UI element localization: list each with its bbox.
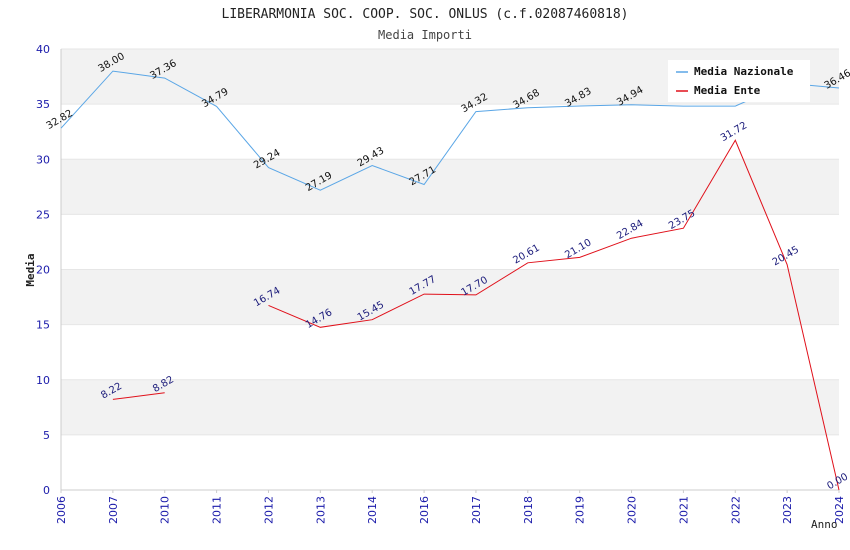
data-label-ente: 0.00 [825, 472, 850, 493]
grid-band [61, 159, 839, 215]
x-tick-label: 2017 [470, 496, 483, 524]
y-tick-label: 40 [36, 43, 50, 56]
y-tick-label: 20 [36, 264, 50, 277]
legend: Media Nazionale Media Ente [668, 60, 810, 102]
series-line-ente [268, 139, 840, 491]
y-tick-labels: 0 5 10 15 20 25 30 35 40 [36, 43, 50, 497]
data-label-ente: 20.61 [511, 243, 541, 267]
x-tick-label: 2020 [626, 496, 639, 524]
y-axis-label: Media [24, 253, 37, 286]
x-tick-label: 2024 [833, 496, 846, 524]
y-tick-label: 35 [36, 98, 50, 111]
x-tick-label: 2014 [366, 496, 379, 524]
series-line-ente [112, 392, 165, 400]
x-tick-labels: 2006 2007 2010 2011 2012 2013 2014 2016 2017 2018… [55, 490, 846, 524]
x-tick-label: 2016 [418, 496, 431, 524]
x-tick-label: 2010 [159, 496, 172, 524]
x-tick-label: 2021 [677, 496, 690, 524]
legend-label-nazionale: Media Nazionale [694, 65, 794, 78]
y-tick-label: 5 [43, 429, 50, 442]
x-tick-label: 2011 [211, 496, 224, 524]
y-tick-label: 0 [43, 484, 50, 497]
y-tick-label: 25 [36, 208, 50, 221]
series-lines [60, 70, 840, 491]
chart-subtitle: Media Importi [378, 28, 472, 42]
series-line-nazionale [60, 70, 840, 191]
data-label-ente: 31.72 [719, 120, 749, 144]
x-tick-label: 2018 [522, 496, 535, 524]
x-tick-label: 2023 [781, 496, 794, 524]
x-tick-label: 2007 [107, 496, 120, 524]
data-label-ente: 20.45 [771, 244, 801, 268]
x-tick-label: 2012 [262, 496, 275, 524]
grid-bands [61, 49, 839, 435]
grid-band [61, 379, 839, 435]
x-tick-label: 2022 [729, 496, 742, 524]
x-axis-label: Anno [811, 518, 838, 531]
x-tick-label: 2019 [574, 496, 587, 524]
legend-box [668, 60, 810, 102]
grid-band [61, 269, 839, 325]
y-tick-label: 15 [36, 319, 50, 332]
data-label-nazionale: 32.82 [45, 108, 75, 132]
y-tick-label: 30 [36, 153, 50, 166]
chart-title: LIBERARMONIA SOC. COOP. SOC. ONLUS (c.f.… [222, 7, 629, 22]
x-tick-label: 2006 [55, 496, 68, 524]
y-tick-label: 10 [36, 374, 50, 387]
x-tick-label: 2013 [314, 496, 327, 524]
legend-label-ente: Media Ente [694, 84, 761, 97]
